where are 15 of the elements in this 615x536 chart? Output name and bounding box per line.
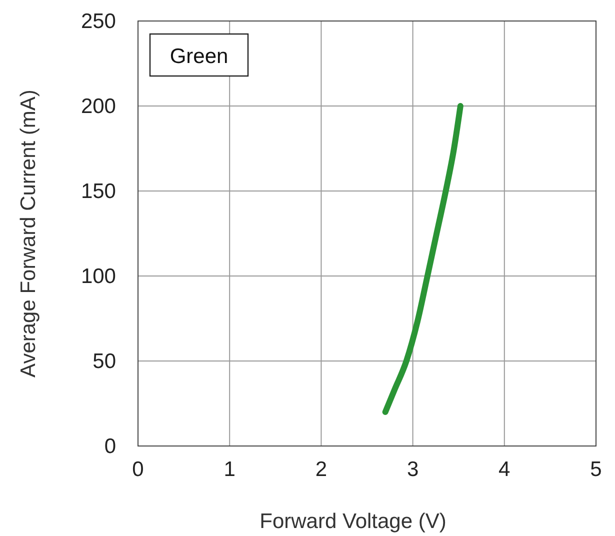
y-tick-label: 100	[80, 265, 116, 288]
y-tick-label: 150	[80, 180, 116, 203]
x-tick-label: 4	[498, 458, 511, 481]
y-tick-label: 50	[92, 350, 116, 373]
annotation: Green	[170, 45, 228, 68]
x-tick-label: 3	[406, 458, 419, 481]
y-axis-title: Average Forward Current (mA)	[17, 90, 40, 378]
y-tick-label: 250	[80, 10, 116, 33]
x-tick-label: 2	[315, 458, 328, 481]
x-tick-label: 0	[132, 458, 144, 481]
x-tick-label: 5	[590, 458, 602, 481]
y-tick-label: 200	[80, 95, 116, 118]
y-tick-label: 0	[104, 435, 116, 458]
x-axis-title: Forward Voltage (V)	[260, 510, 446, 533]
x-tick-label: 1	[224, 458, 236, 481]
